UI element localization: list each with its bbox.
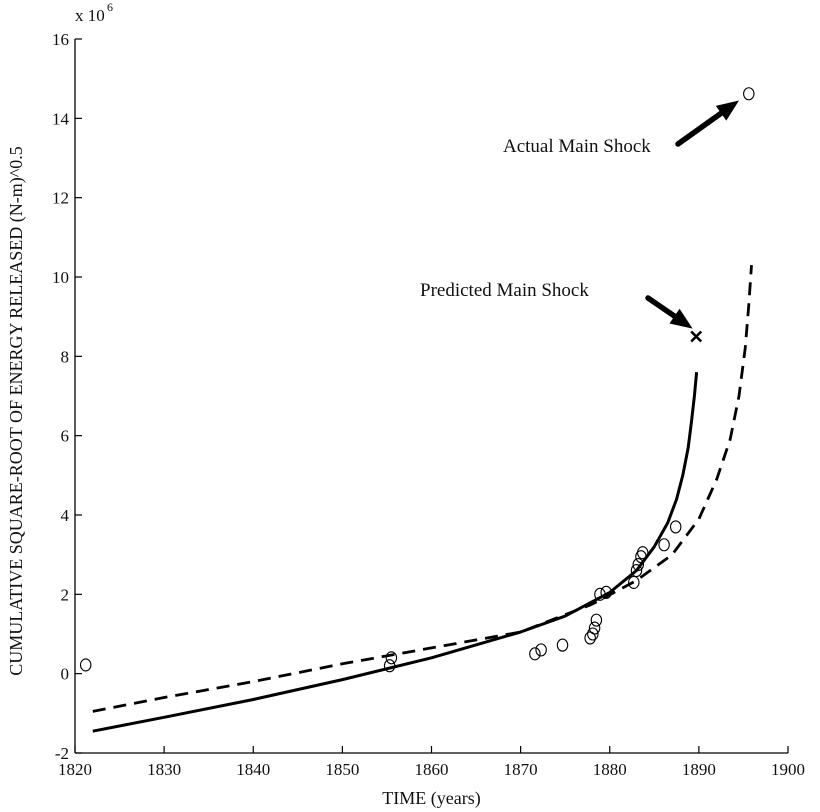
y-tick-label: 2 (61, 585, 70, 604)
y-tick-label: 6 (61, 427, 70, 446)
data-point (658, 538, 670, 552)
data-point (385, 651, 398, 665)
y-tick-label: 4 (61, 506, 70, 525)
x-axis-label: TIME (years) (382, 788, 480, 809)
y-multiplier-label: x 10 (75, 6, 105, 25)
plot-area (79, 87, 755, 733)
x-tick-label: 1830 (147, 760, 181, 779)
annotations: Actual Main Shock Predicted Main Shock (420, 100, 739, 329)
y-tick-label: 10 (52, 268, 69, 287)
arrow-shaft (675, 110, 724, 147)
annotation-predicted-main-shock: Predicted Main Shock (420, 280, 693, 329)
dashed-fit-curve (92, 265, 753, 713)
y-tick-label: 14 (52, 109, 70, 128)
x-tick-label: 1900 (771, 760, 805, 779)
x-axis-ticks: 1820 1830 1840 1850 1860 1870 1880 1890 1900 (58, 746, 805, 779)
arrow-head (715, 100, 739, 121)
y-multiplier-exponent: 6 (107, 0, 113, 14)
y-tick-label: 16 (52, 30, 69, 49)
data-point (588, 621, 601, 635)
data-point (535, 643, 547, 657)
data-point (590, 613, 603, 627)
data-point (587, 627, 599, 641)
arrow-head (669, 308, 693, 329)
annotation-label: Predicted Main Shock (420, 280, 589, 301)
annotation-label: Actual Main Shock (503, 136, 651, 157)
predicted-x-stroke (690, 330, 703, 343)
y-tick-label: 8 (61, 347, 70, 366)
solid-fit-curve (92, 372, 699, 733)
y-axis-ticks: -2 0 2 4 6 8 10 12 14 16 (52, 30, 82, 763)
x-tick-label: 1820 (58, 760, 92, 779)
data-point (556, 638, 569, 652)
y-tick-label: 0 (61, 665, 70, 684)
scatter-series (79, 87, 755, 673)
data-point (669, 520, 682, 534)
arrow-shaft (645, 295, 678, 319)
y-tick-label: 12 (52, 189, 69, 208)
data-point (628, 575, 640, 589)
predicted-point-marker (690, 330, 703, 343)
x-tick-label: 1890 (682, 760, 716, 779)
data-point (630, 563, 643, 578)
annotation-actual-main-shock: Actual Main Shock (503, 100, 739, 157)
data-point (743, 87, 755, 101)
y-tick-label: -2 (55, 744, 69, 763)
x-tick-label: 1850 (325, 760, 359, 779)
x-tick-label: 1840 (236, 760, 270, 779)
data-point (636, 546, 649, 560)
x-tick-label: 1860 (415, 760, 449, 779)
data-point (529, 647, 541, 661)
y-axis-label: CUMULATIVE SQUARE-ROOT OF ENERGY RELEASE… (6, 146, 27, 675)
x-tick-label: 1880 (593, 760, 627, 779)
x-tick-label: 1870 (504, 760, 538, 779)
data-point (79, 658, 92, 672)
